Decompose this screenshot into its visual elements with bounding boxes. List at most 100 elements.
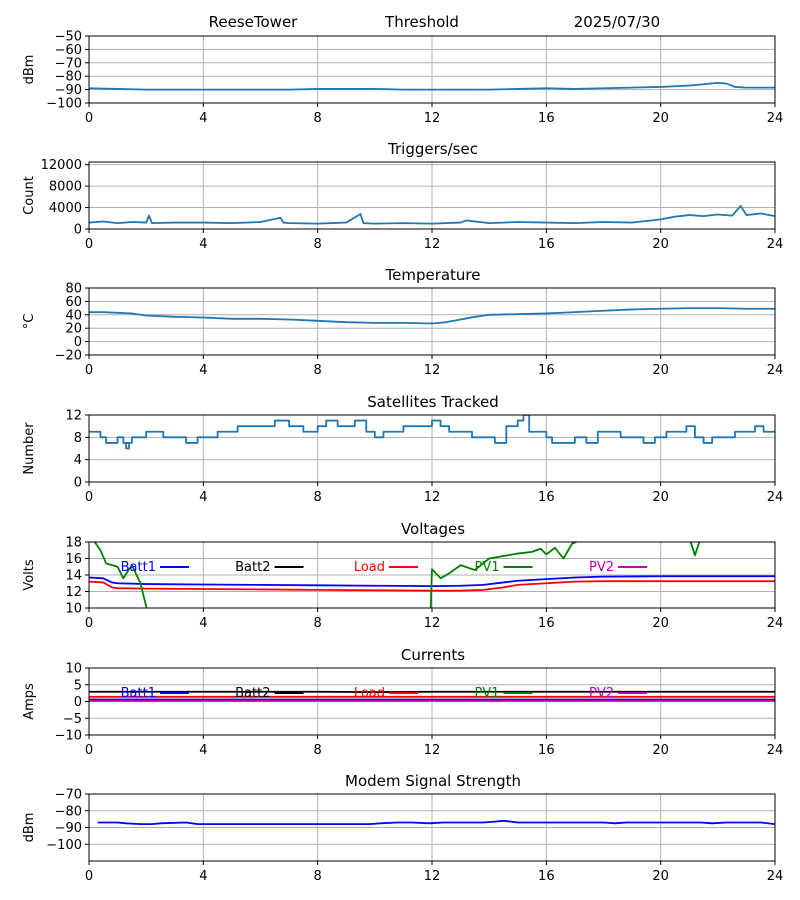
series-line (89, 415, 775, 450)
x-tick-label: 24 (767, 237, 784, 252)
series-line (97, 819, 775, 826)
y-tick-label: 0 (74, 223, 82, 238)
x-tick-label: 8 (314, 490, 322, 505)
y-tick-label: −70 (55, 56, 82, 71)
chart-panel: 0 4 8 12 16 20 24 −50−60−70−80−90−100 dBm (22, 30, 783, 127)
y-tick-label: −100 (46, 97, 82, 112)
x-tick-label: 0 (85, 490, 93, 505)
y-tick-label: −90 (55, 821, 82, 836)
x-tick-label: 24 (767, 111, 784, 126)
chart-panel: 0 4 8 12 16 20 24 0 4000 8000 12000 Triggers/sec Cou… (22, 140, 783, 252)
y-tick-label: −100 (46, 838, 82, 853)
chart-title: Currents (401, 646, 465, 664)
x-tick-label: 8 (314, 743, 322, 758)
y-tick-label: 18 (65, 536, 82, 551)
date-label: 2025/07/30 (574, 13, 660, 31)
chart-panel: 0 4 8 12 16 20 24 −70−80 −90 −100 Modem Signal Str… (22, 772, 783, 884)
x-tick-label: 20 (652, 869, 669, 884)
chart-title: Triggers/sec (387, 140, 478, 158)
y-tick-label: 10 (65, 602, 82, 617)
x-tick-label: 24 (767, 743, 784, 758)
x-tick-label: 8 (314, 869, 322, 884)
y-axis-label: Amps (22, 683, 37, 720)
x-tick-label: 24 (767, 616, 784, 631)
legend-label: Batt1 (121, 560, 156, 575)
y-tick-label: 8000 (49, 180, 82, 195)
y-tick-label: −80 (55, 70, 82, 85)
series-line (89, 307, 775, 325)
y-tick-label: 20 (65, 322, 82, 337)
x-tick-label: 12 (424, 363, 441, 378)
x-tick-label: 20 (652, 237, 669, 252)
y-tick-label: 8 (74, 431, 82, 446)
x-tick-label: 16 (538, 869, 555, 884)
legend-label: Batt2 (235, 560, 270, 575)
y-tick-label: −90 (55, 83, 82, 98)
x-tick-label: 8 (314, 111, 322, 126)
y-tick-label: −80 (55, 804, 82, 819)
legend-label: Batt2 (235, 686, 270, 701)
x-tick-label: 0 (85, 111, 93, 126)
y-tick-label: 16 (65, 552, 82, 567)
series-line (93, 542, 701, 608)
y-tick-label: −20 (55, 349, 82, 364)
mode-label: Threshold (384, 13, 459, 31)
y-axis-label: Count (22, 176, 37, 215)
y-tick-label: 12000 (41, 158, 82, 173)
y-tick-label: 60 (65, 295, 82, 310)
x-tick-label: 8 (314, 237, 322, 252)
y-tick-label: −10 (55, 729, 82, 744)
y-tick-label: 10 (65, 662, 82, 677)
legend-label: PV1 (474, 560, 499, 575)
x-tick-label: 20 (652, 363, 669, 378)
x-tick-label: 12 (424, 490, 441, 505)
y-tick-label: 40 (65, 308, 82, 323)
y-tick-label: 5 (74, 678, 82, 693)
x-tick-label: 16 (538, 111, 555, 126)
x-tick-label: 4 (199, 616, 207, 631)
y-tick-label: 14 (65, 569, 82, 584)
x-tick-label: 8 (314, 616, 322, 631)
series-line (89, 205, 775, 225)
y-tick-label: 0 (74, 476, 82, 491)
x-tick-label: 0 (85, 237, 93, 252)
x-tick-label: 0 (85, 869, 93, 884)
y-tick-label: −70 (55, 788, 82, 803)
chart-title: Satellites Tracked (367, 393, 498, 411)
x-tick-label: 16 (538, 616, 555, 631)
x-tick-label: 24 (767, 869, 784, 884)
y-axis-label: dBm (22, 55, 37, 85)
x-tick-label: 24 (767, 363, 784, 378)
x-tick-label: 8 (314, 363, 322, 378)
x-tick-label: 16 (538, 743, 555, 758)
legend-label: Batt1 (121, 686, 156, 701)
x-tick-label: 12 (424, 111, 441, 126)
y-tick-label: 80 (65, 282, 82, 297)
legend-label: PV2 (589, 686, 614, 701)
y-axis-label: °C (22, 314, 37, 330)
y-tick-label: 4000 (49, 201, 82, 216)
y-tick-label: 0 (74, 695, 82, 710)
x-tick-label: 12 (424, 237, 441, 252)
x-tick-label: 0 (85, 743, 93, 758)
x-tick-label: 4 (199, 869, 207, 884)
chart-title: Temperature (384, 266, 480, 284)
legend-label: PV2 (589, 560, 614, 575)
x-tick-label: 20 (652, 111, 669, 126)
legend-label: PV1 (474, 686, 499, 701)
y-tick-label: −50 (55, 30, 82, 45)
x-tick-label: 4 (199, 363, 207, 378)
x-tick-label: 16 (538, 363, 555, 378)
x-tick-label: 4 (199, 490, 207, 505)
x-tick-label: 16 (538, 490, 555, 505)
chart-title: Modem Signal Strength (345, 772, 521, 790)
x-tick-label: 20 (652, 743, 669, 758)
chart-panel: 0 4 8 12 16 20 24 0 4 8 12 Satellites Tracked Number (22, 393, 783, 505)
x-tick-label: 12 (424, 616, 441, 631)
y-tick-label: −5 (63, 712, 82, 727)
station-name: ReeseTower (209, 13, 299, 31)
series-line (89, 82, 775, 91)
series-line (89, 580, 775, 592)
